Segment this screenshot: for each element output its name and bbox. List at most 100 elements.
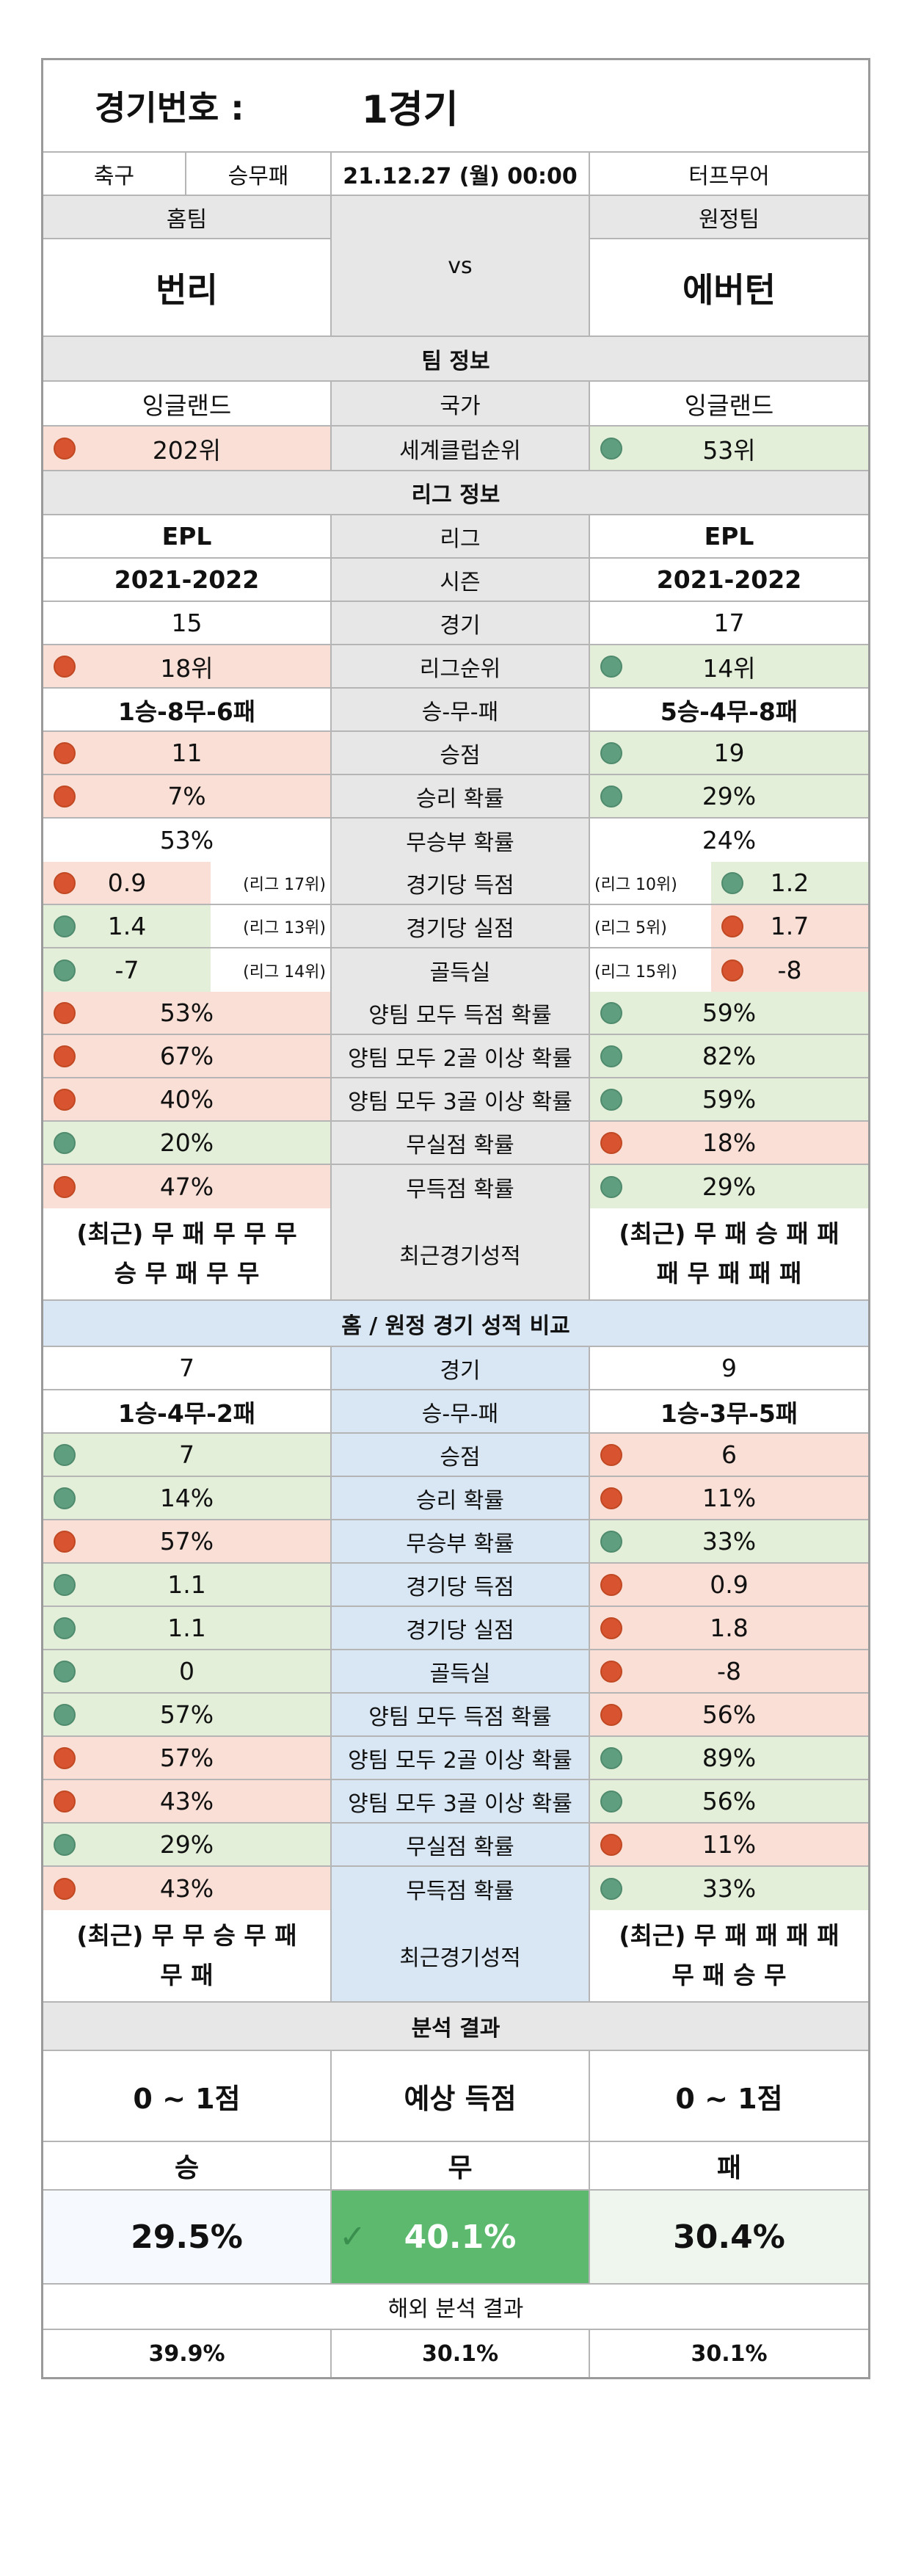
stat-row: 20% 무실점 확률 18% (43, 1122, 868, 1165)
stat-label: 리그순위 (332, 645, 590, 687)
status-dot (721, 915, 743, 937)
stat-row: 53% 무승부 확률 24% (43, 819, 868, 862)
home-value: 1.4 (리그 13위) (43, 905, 332, 947)
status-dot (721, 959, 743, 982)
home-value: EPL (43, 515, 332, 557)
recent-form-label: 최근경기성적 (332, 1208, 590, 1299)
stat-label: 무승부 확률 (332, 1520, 590, 1562)
stat-row: 57% 양팀 모두 2골 이상 확률 89% (43, 1737, 868, 1780)
away-team-label: 원정팀 (590, 196, 868, 239)
stat-row: 1.1 경기당 실점 1.8 (43, 1607, 868, 1650)
away-value: 29% (590, 1165, 868, 1208)
stat-label: 승리 확률 (332, 1477, 590, 1519)
expected-goals-row: 0 ~ 1점 예상 득점 0 ~ 1점 (43, 2051, 868, 2142)
away-value: 59% (590, 992, 868, 1034)
home-value: 57% (43, 1694, 332, 1735)
home-value: 2021-2022 (43, 559, 332, 601)
status-dot (600, 1088, 622, 1111)
stat-label: 승-무-패 (332, 1390, 590, 1432)
status-dot (54, 1530, 76, 1553)
win-label: 승 (43, 2142, 332, 2189)
status-dot (54, 871, 76, 894)
stat-label: 무실점 확률 (332, 1122, 590, 1164)
stat-label: 승점 (332, 1434, 590, 1476)
away-value: 9 (721, 1354, 737, 1382)
away-value: 1.8 (590, 1607, 868, 1649)
loss-probability: 30.4% (590, 2191, 868, 2283)
status-dot (600, 1443, 622, 1466)
status-dot (54, 785, 76, 808)
country-row: 잉글랜드 국가 잉글랜드 (43, 382, 868, 427)
foreign-analysis-header: 해외 분석 결과 (387, 2296, 524, 2322)
away-value: 0.9 (590, 1564, 868, 1606)
stat-label: 골득실 (332, 1650, 590, 1692)
ranked-stat-row: 0.9 (리그 17위) 경기당 득점 (리그 10위) 1.2 (43, 862, 868, 905)
foreign-loss: 30.1% (691, 2340, 768, 2367)
stat-row: 7 경기 9 (43, 1347, 868, 1390)
stat-row: 0 골득실 -8 (43, 1650, 868, 1694)
stat-row: 53% 양팀 모두 득점 확률 59% (43, 992, 868, 1035)
draw-probability: ✓ 40.1% (332, 2191, 590, 2283)
club-rank-row: 202위 세계클럽순위 53위 (43, 427, 868, 471)
stat-row: 18위 리그순위 14위 (43, 645, 868, 689)
stat-label: 경기 (332, 602, 590, 644)
sport-cell: 축구 (43, 153, 186, 195)
match-analysis-sheet: 경기번호 : 1경기 축구 승무패 21.12.27 (월) 00:00 터프무… (41, 58, 870, 2379)
home-value: 40% (43, 1078, 332, 1120)
home-team-name: 번리 (156, 269, 218, 310)
ha-recent-form-label: 최근경기성적 (332, 1910, 590, 2001)
stat-row: 29% 무실점 확률 11% (43, 1824, 868, 1867)
status-dot (600, 1617, 622, 1639)
away-value: 18% (590, 1122, 868, 1164)
home-value: 7% (43, 775, 332, 817)
stat-row: 15 경기 17 (43, 602, 868, 645)
status-dot (54, 1660, 76, 1683)
stat-label: 경기 (332, 1347, 590, 1389)
stat-row: 47% 무득점 확률 29% (43, 1165, 868, 1208)
ranked-stat-row: 1.4 (리그 13위) 경기당 실점 (리그 5위) 1.7 (43, 905, 868, 948)
stat-label: 양팀 모두 득점 확률 (332, 992, 590, 1034)
away-value: (리그 10위) 1.2 (590, 862, 868, 904)
status-dot (54, 1746, 76, 1769)
status-dot (600, 1790, 622, 1813)
bet-type-cell: 승무패 (186, 153, 332, 195)
status-dot (600, 1660, 622, 1683)
foreign-draw: 30.1% (332, 2330, 590, 2377)
away-value: 56% (590, 1780, 868, 1822)
stat-row: 1승-8무-6패 승-무-패 5승-4무-8패 (43, 689, 868, 732)
home-value: 67% (43, 1035, 332, 1077)
status-dot (54, 1487, 76, 1509)
win-probability: 29.5% (43, 2191, 332, 2283)
status-dot (54, 1573, 76, 1596)
stat-label: 경기당 득점 (332, 1564, 590, 1606)
status-dot (600, 1833, 622, 1856)
stat-row: 2021-2022 시즌 2021-2022 (43, 559, 868, 602)
club-rank-label: 세계클럽순위 (332, 427, 590, 470)
stat-label: 경기당 실점 (332, 1607, 590, 1649)
away-value: 2021-2022 (656, 565, 802, 594)
away-value: 33% (590, 1867, 868, 1910)
status-dot (54, 1443, 76, 1466)
home-value: 0 (43, 1650, 332, 1692)
stat-label: 경기당 득점 (332, 862, 590, 904)
outcome-label-row: 승 무 패 (43, 2142, 868, 2191)
away-value: 59% (590, 1078, 868, 1120)
status-dot (600, 1045, 622, 1067)
stat-label: 무승부 확률 (332, 819, 590, 862)
away-club-rank: 53위 (590, 427, 868, 470)
home-value: 11 (43, 732, 332, 774)
stat-label: 골득실 (332, 948, 590, 992)
stat-row: 57% 무승부 확률 33% (43, 1520, 868, 1564)
away-value: 1승-3무-5패 (660, 1398, 798, 1428)
away-country: 잉글랜드 (684, 391, 774, 420)
status-dot (721, 871, 743, 894)
away-league-rank: (리그 15위) (594, 962, 677, 982)
home-value: 1.1 (43, 1607, 332, 1649)
stat-label: 승-무-패 (332, 689, 590, 730)
stat-row: 40% 양팀 모두 3골 이상 확률 59% (43, 1078, 868, 1122)
status-dot (54, 1790, 76, 1813)
